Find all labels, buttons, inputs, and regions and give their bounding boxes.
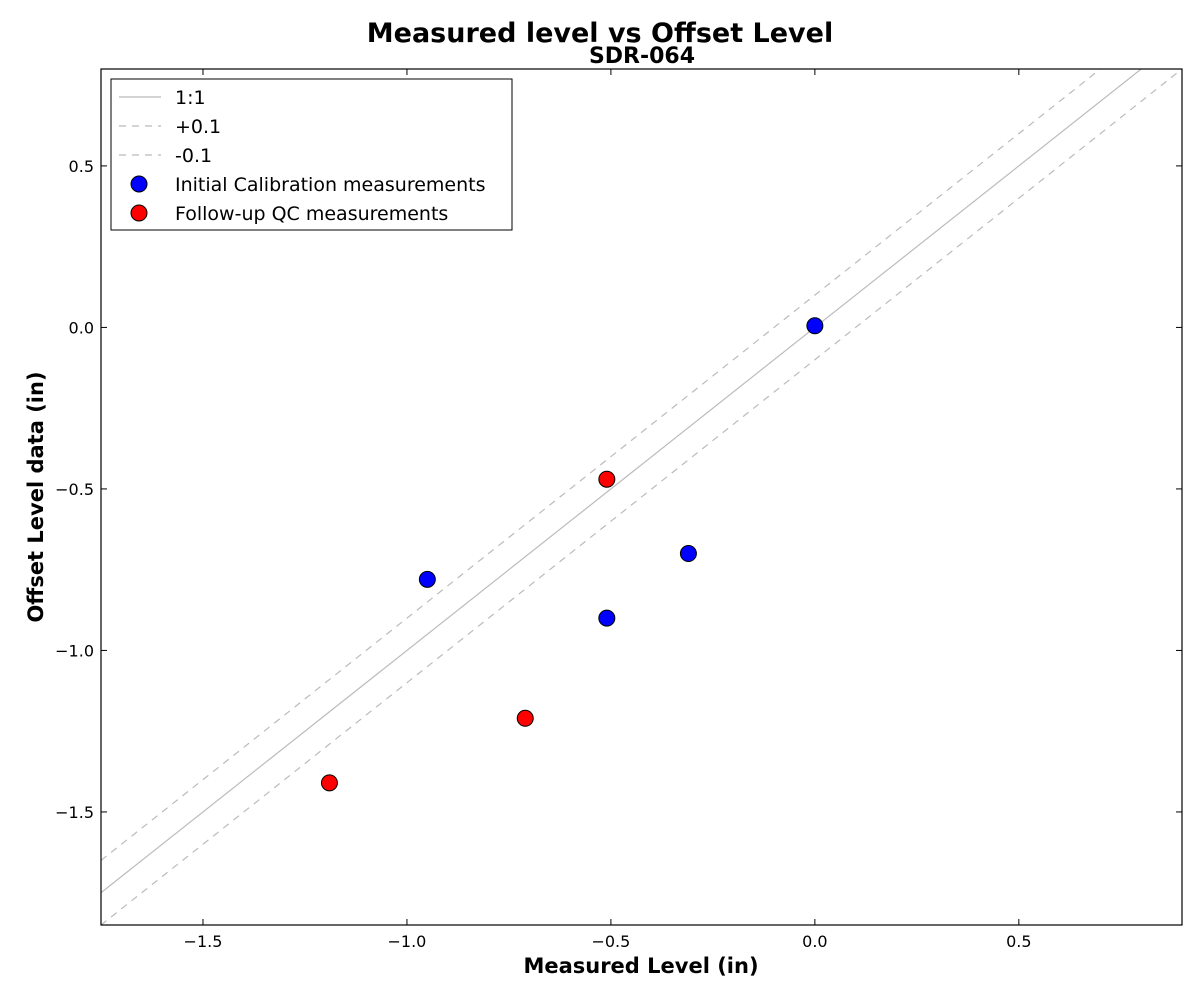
y-tick-label: −1.0 (55, 641, 94, 660)
initial-calibration-point (806, 317, 824, 335)
y-tick-label: −1.5 (55, 803, 94, 822)
follow-up-qc-point (516, 709, 534, 727)
reference-line-1 (101, 69, 1102, 862)
x-tick-label: 0.0 (802, 932, 827, 951)
chart-subtitle: SDR-064 (589, 44, 695, 69)
initial-calibration-point (418, 570, 436, 588)
legend-label: 1:1 (175, 87, 206, 109)
legend: 1:1 +0.1 -0.1 Initial Calibration measureme… (110, 78, 513, 231)
y-axis-label: Offset Level data (in) (24, 371, 48, 622)
x-axis-label: Measured Level (in) (523, 954, 758, 978)
initial-calibration-point (679, 545, 697, 563)
data-points (320, 317, 824, 792)
follow-up-qc-point (320, 774, 338, 792)
x-tick-label: −1.5 (184, 932, 223, 951)
x-tick-label: 0.5 (1006, 932, 1031, 951)
axis-ticks: −1.5 −1.0 −0.5 0.0 0.5 0.5 0.0 −0.5 −1.0 −1.5 (55, 69, 1182, 951)
legend-label: Initial Calibration measurements (175, 174, 486, 196)
initial-calibration-point (598, 609, 616, 627)
y-tick-label: −0.5 (55, 480, 94, 499)
follow-up-qc-point (598, 470, 616, 488)
reference-line-0 (101, 69, 1143, 894)
legend-marker-swatch (130, 175, 148, 193)
x-tick-label: −0.5 (591, 932, 630, 951)
chart-title: Measured level vs Offset Level (367, 18, 833, 49)
legend-label: -0.1 (175, 145, 212, 167)
legend-marker-swatch (130, 204, 148, 222)
plot-frame (100, 68, 1183, 926)
y-tick-label: 0.0 (69, 318, 94, 337)
reference-line-2 (101, 69, 1182, 925)
legend-box (110, 78, 513, 231)
x-tick-label: −1.0 (388, 932, 427, 951)
legend-label: +0.1 (175, 116, 221, 138)
y-tick-label: 0.5 (69, 157, 94, 176)
reference-lines (101, 69, 1182, 925)
legend-label: Follow-up QC measurements (175, 203, 448, 225)
